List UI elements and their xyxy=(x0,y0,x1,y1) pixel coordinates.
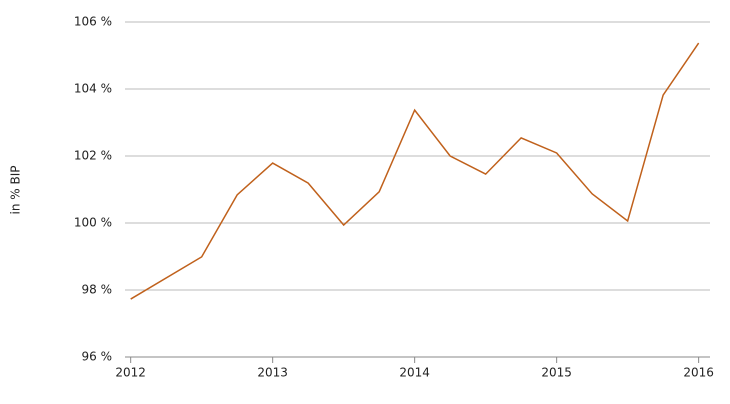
x-tick-label: 2016 xyxy=(683,366,714,380)
x-tick-label: 2015 xyxy=(541,366,572,380)
y-tick-label: 96 % xyxy=(82,350,113,364)
data-line xyxy=(130,42,700,300)
x-tick-label: 2012 xyxy=(115,366,146,380)
y-tick-label: 106 % xyxy=(74,15,112,29)
x-tick-label: 2014 xyxy=(399,366,430,380)
y-tick-label: 98 % xyxy=(82,283,113,297)
y-tick-label: 104 % xyxy=(74,82,112,96)
y-tick-label: 100 % xyxy=(74,216,112,230)
y-tick-label: 102 % xyxy=(74,149,112,163)
x-tick-label: 2013 xyxy=(257,366,288,380)
y-axis-label: in % BIP xyxy=(9,166,23,215)
